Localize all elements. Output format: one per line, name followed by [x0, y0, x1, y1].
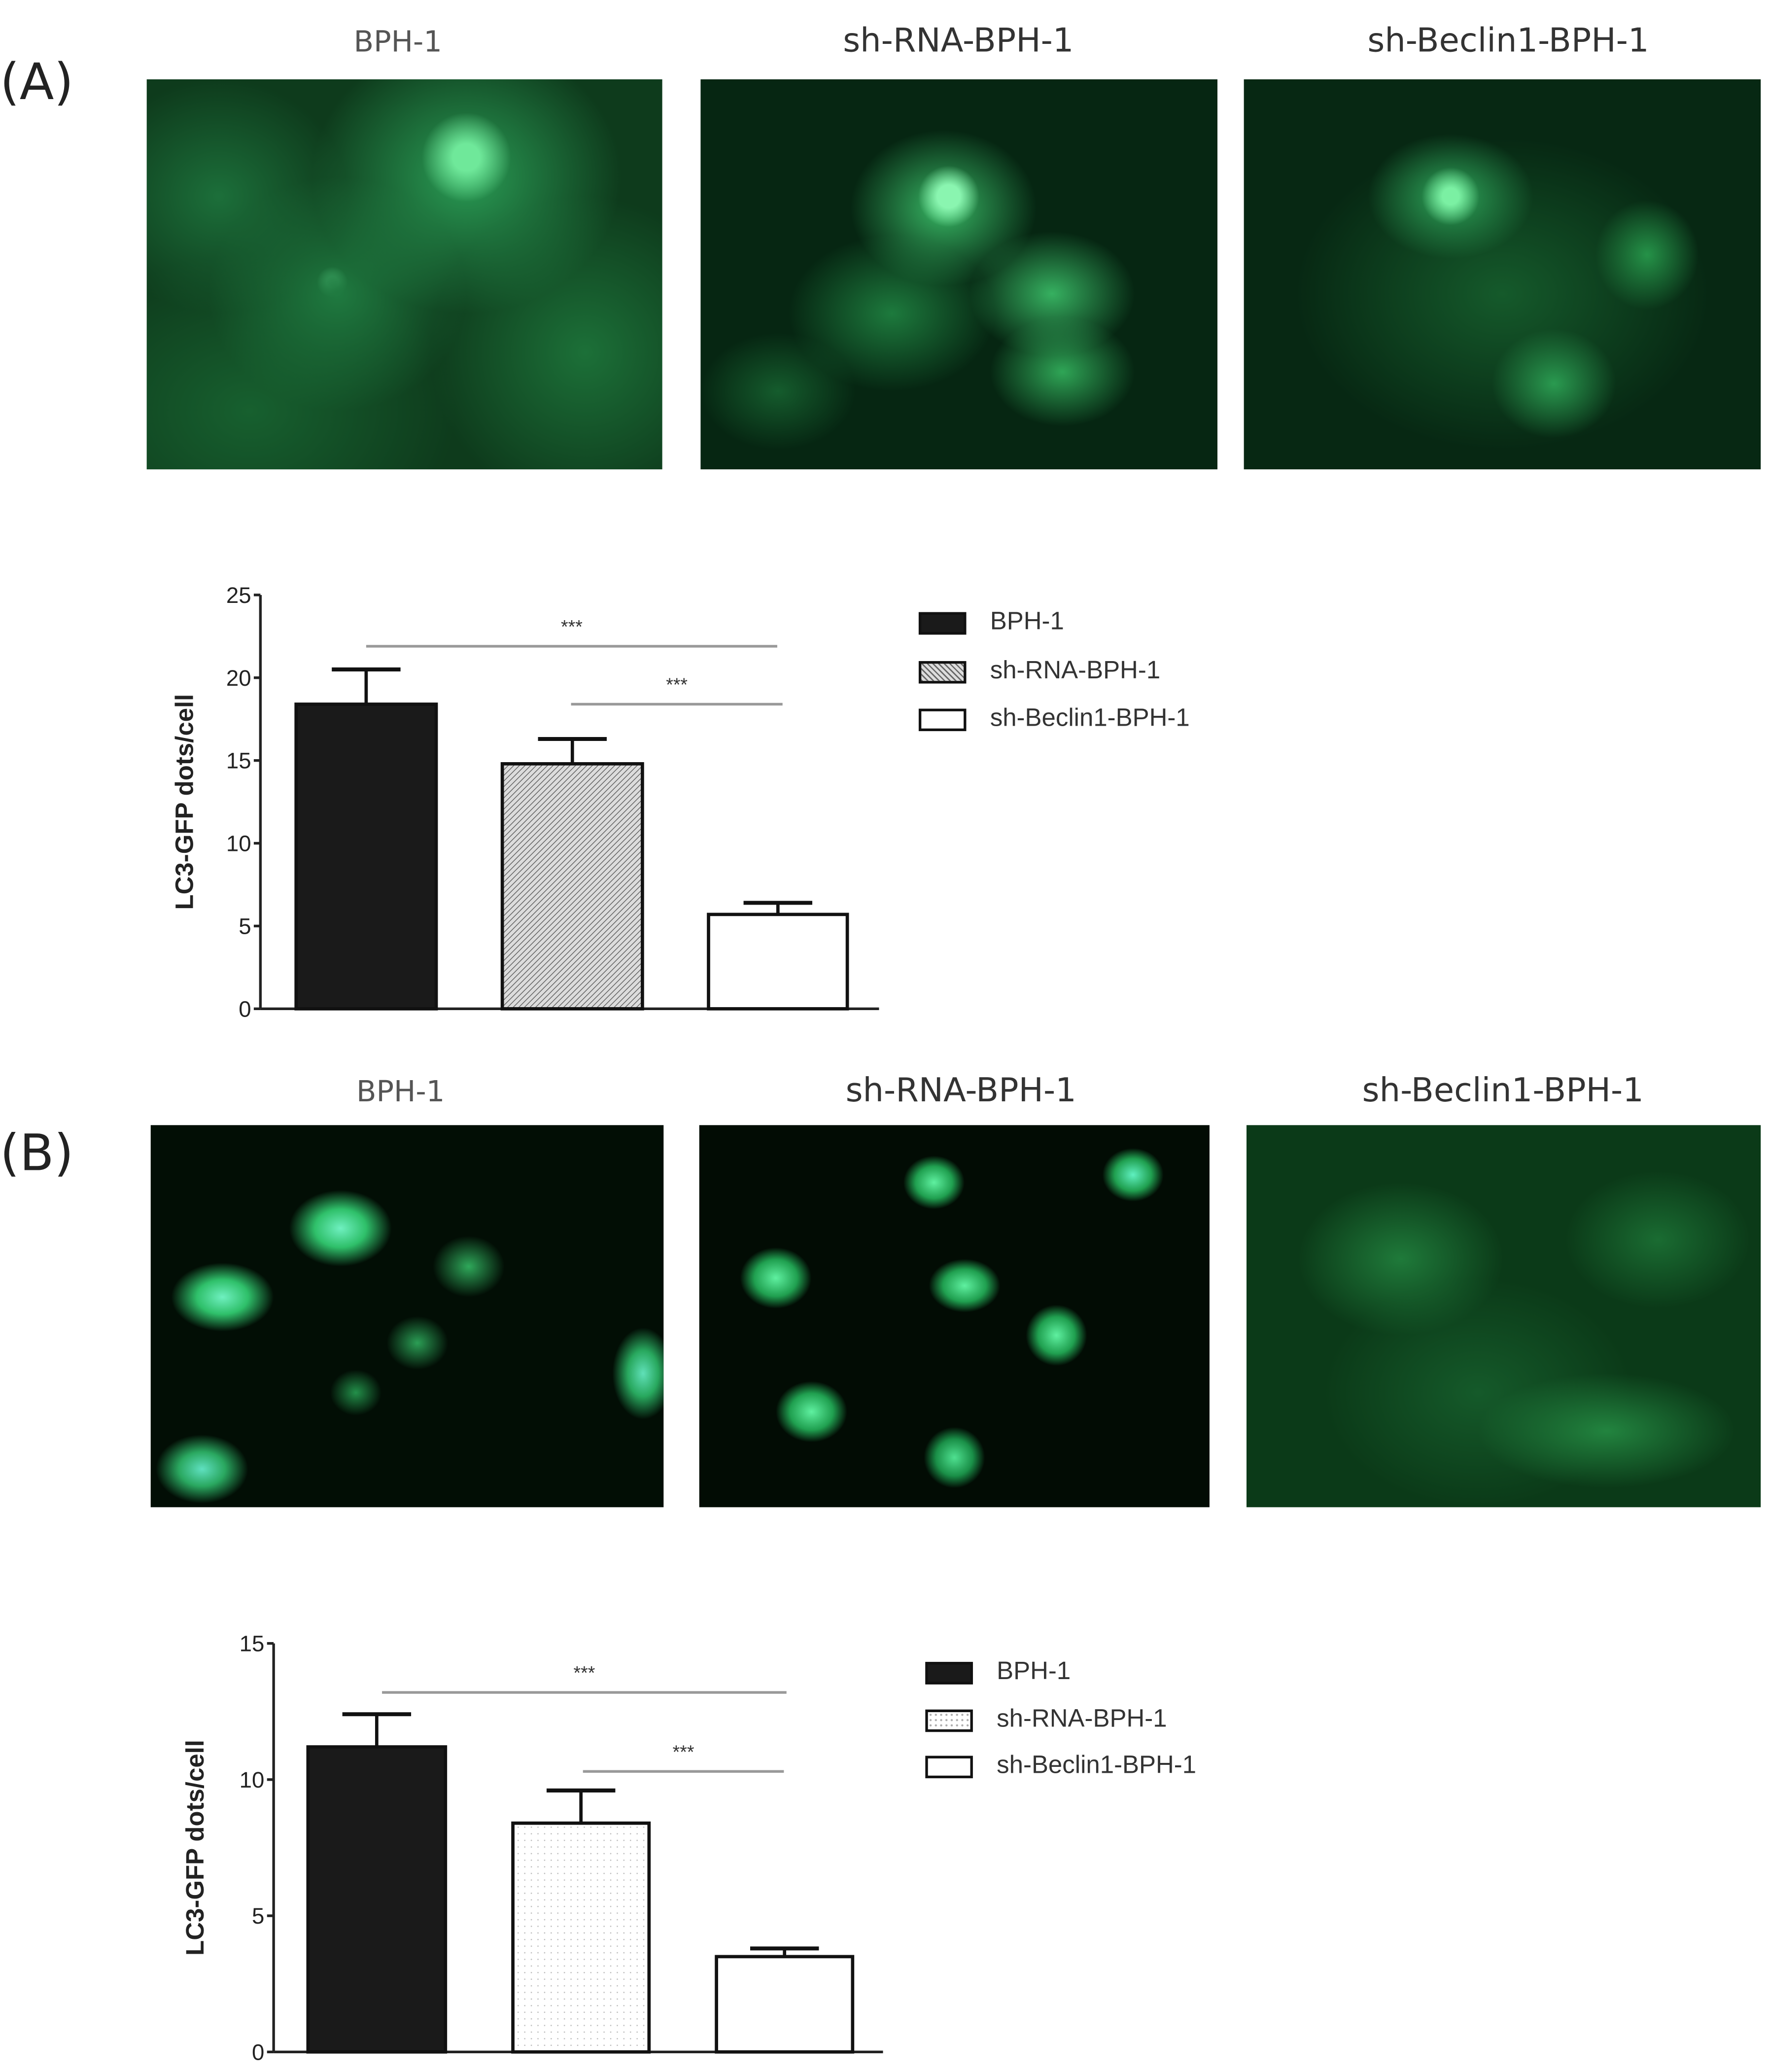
- image-title-b-2: sh-RNA-BPH-1: [845, 1071, 1076, 1110]
- bar-sh-rna-bph-1: [500, 762, 644, 1011]
- legend-item-b-2: sh-RNA-BPH-1: [925, 1706, 1167, 1735]
- micrograph-a-shbeclin1: [1244, 79, 1761, 470]
- legend-label: sh-RNA-BPH-1: [997, 1705, 1167, 1733]
- y-tick-label: 0: [239, 996, 251, 1021]
- y-axis-label: LC3-GFP dots/cell: [181, 1740, 209, 1956]
- y-tick-label: 10: [226, 831, 251, 856]
- micrograph-b-shrna: [699, 1125, 1210, 1508]
- legend-label: sh-RNA-BPH-1: [990, 657, 1161, 685]
- legend-label: BPH-1: [990, 608, 1064, 636]
- micrograph-a-bph1: [146, 79, 662, 470]
- legend-label: BPH-1: [997, 1658, 1071, 1686]
- legend-swatch: [918, 660, 967, 683]
- y-tick-label: 5: [252, 1903, 264, 1929]
- micrograph-a-shrna: [700, 79, 1218, 470]
- legend-swatch: [918, 611, 967, 634]
- bar-bph-1: [306, 1745, 448, 2054]
- legend-item-b-3: sh-Beclin1-BPH-1: [925, 1752, 1196, 1781]
- image-title-b-3: sh-Beclin1-BPH-1: [1362, 1071, 1644, 1110]
- y-tick-label: 10: [240, 1767, 265, 1792]
- legend-item-b-1: BPH-1: [925, 1658, 1071, 1687]
- legend-label: sh-Beclin1-BPH-1: [997, 1752, 1197, 1780]
- significance-label: ***: [666, 674, 688, 695]
- bar-sh-beclin1-bph-1: [707, 913, 849, 1011]
- y-tick-label: 20: [226, 666, 251, 691]
- bar-sh-rna-bph-1: [511, 1821, 651, 2054]
- bar-bph-1: [294, 702, 438, 1011]
- legend-swatch: [918, 708, 967, 731]
- panel-label-a: (A): [0, 53, 74, 111]
- micrograph-b-bph1: [150, 1125, 664, 1508]
- y-tick-label: 15: [226, 748, 251, 773]
- y-tick-label: 25: [226, 583, 251, 608]
- legend-swatch: [925, 1709, 973, 1731]
- significance-label: ***: [561, 616, 583, 637]
- y-tick-label: 0: [252, 2039, 264, 2065]
- y-axis-label: LC3-GFP dots/cell: [171, 694, 199, 910]
- significance-label: ***: [573, 1662, 595, 1683]
- legend-swatch: [925, 1755, 973, 1778]
- bar-sh-beclin1-bph-1: [715, 1955, 855, 2054]
- y-tick-label: 5: [239, 913, 251, 939]
- panel-label-b: (B): [0, 1124, 74, 1182]
- image-title-a-2: sh-RNA-BPH-1: [843, 21, 1074, 60]
- micrograph-b-shbeclin1: [1247, 1125, 1761, 1508]
- legend-swatch: [925, 1661, 973, 1684]
- legend-label: sh-Beclin1-BPH-1: [990, 704, 1190, 733]
- legend-item-a-1: BPH-1: [918, 608, 1064, 637]
- legend-item-a-3: sh-Beclin1-BPH-1: [918, 704, 1190, 734]
- image-title-a-3: sh-Beclin1-BPH-1: [1367, 21, 1649, 60]
- image-title-b-1: BPH-1: [356, 1076, 445, 1110]
- image-title-a-1: BPH-1: [353, 26, 442, 60]
- legend-item-a-2: sh-RNA-BPH-1: [918, 657, 1161, 686]
- y-tick-label: 15: [240, 1631, 265, 1656]
- significance-label: ***: [673, 1741, 694, 1762]
